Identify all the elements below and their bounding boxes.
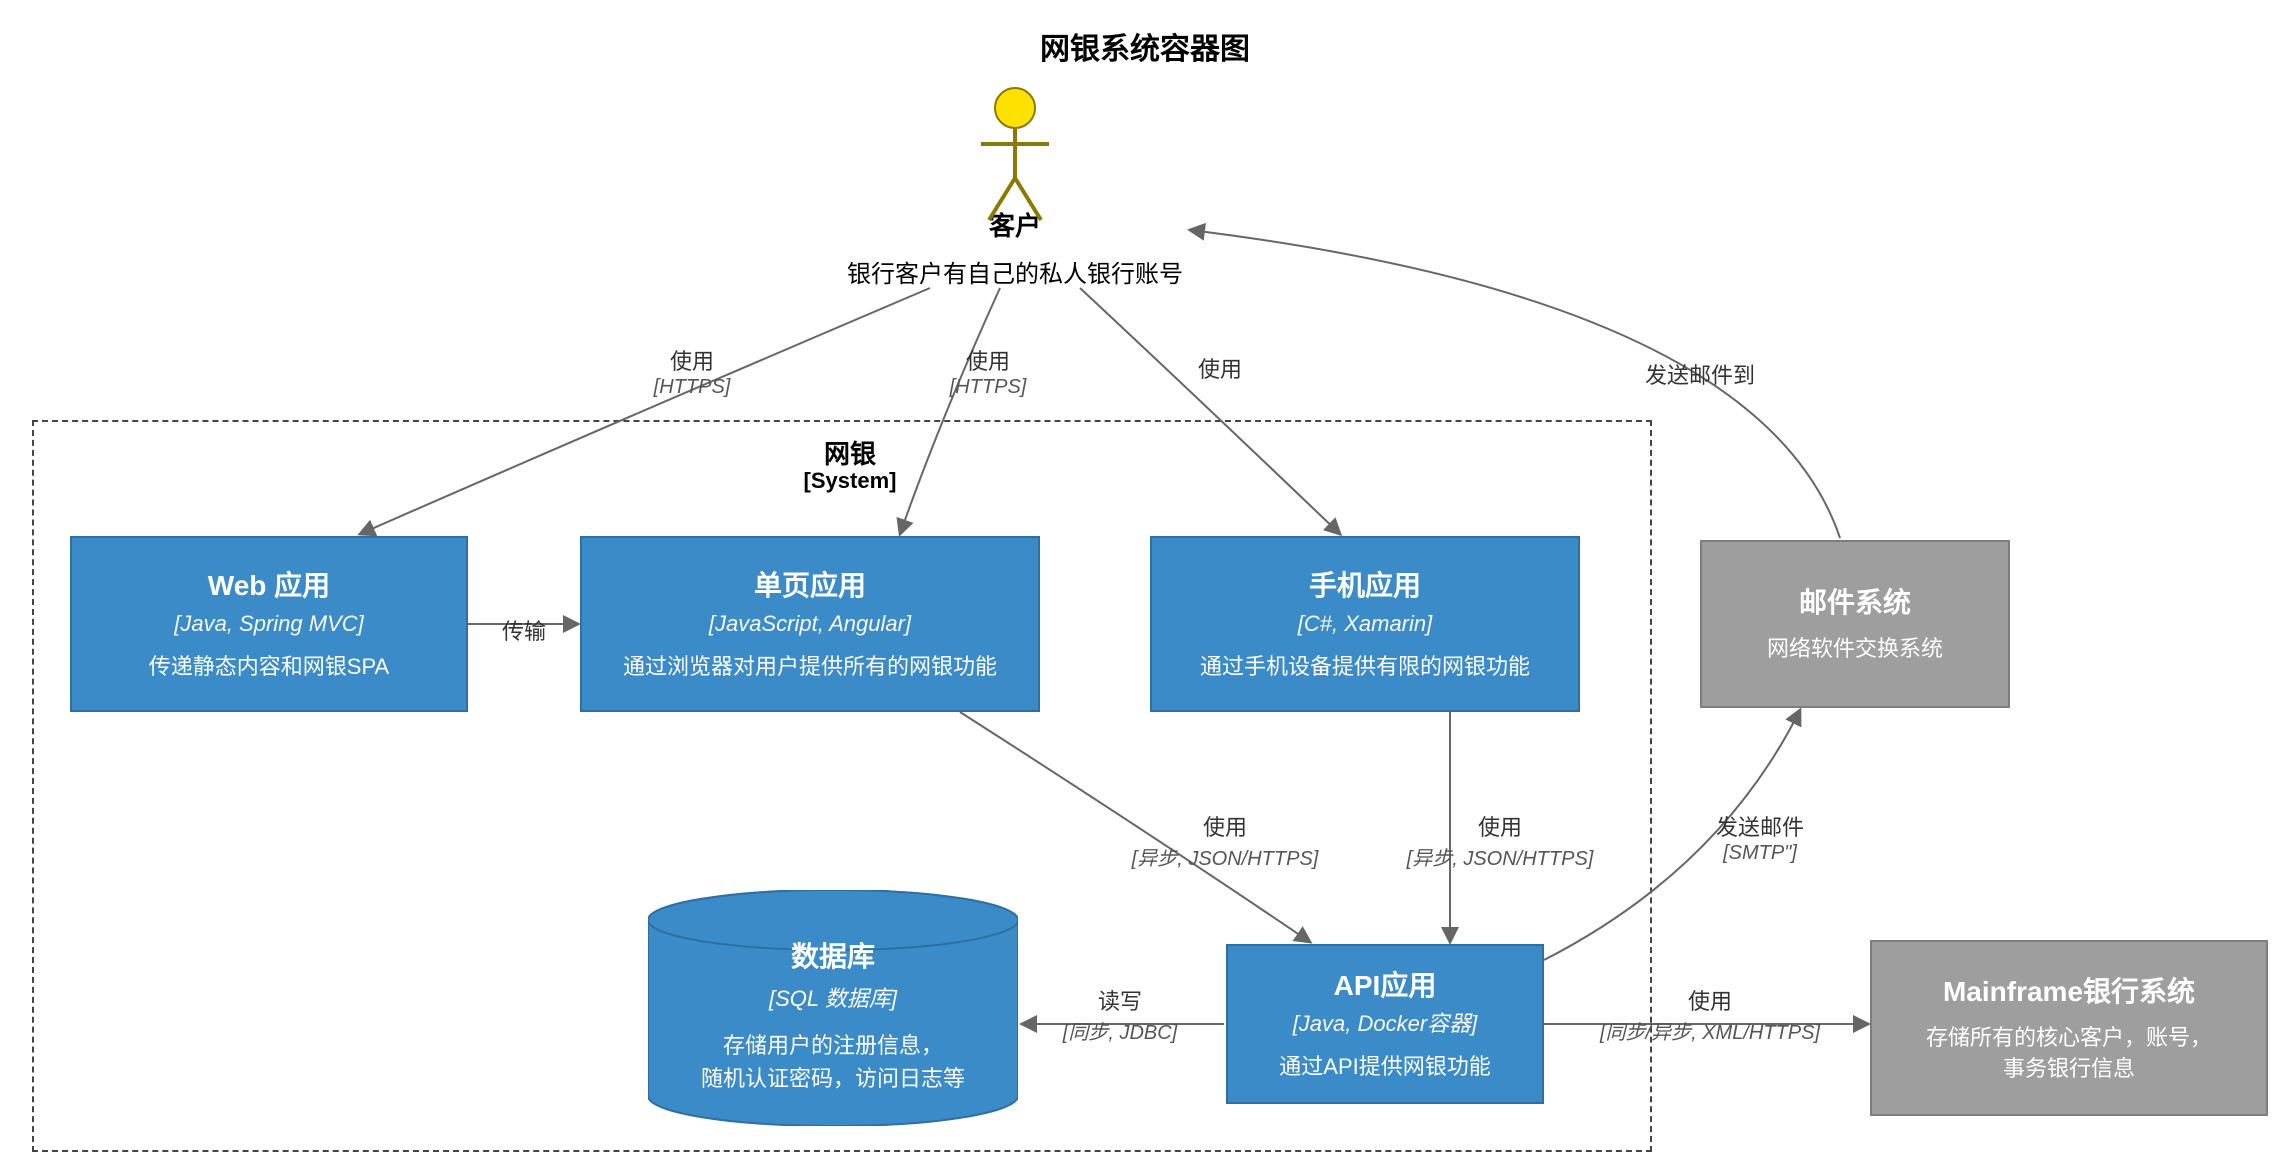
node-db-title: 数据库 xyxy=(791,936,875,978)
edge-label-web-spa: 传输 xyxy=(502,614,546,646)
node-web: Web 应用 [Java, Spring MVC] 传递静态内容和网银SPA xyxy=(70,536,468,712)
node-mail-title: 邮件系统 xyxy=(1716,583,1994,622)
node-mail-desc: 网络软件交换系统 xyxy=(1716,634,1994,665)
node-api-tech: [Java, Docker容器] xyxy=(1242,1009,1528,1040)
node-mobile-title: 手机应用 xyxy=(1166,566,1564,605)
node-web-title: Web 应用 xyxy=(86,566,452,605)
node-mail: 邮件系统网络软件交换系统 xyxy=(1700,540,2010,708)
node-web-tech: [Java, Spring MVC] xyxy=(86,609,452,640)
edge-label-cust-mobile: 使用 xyxy=(1198,352,1242,384)
node-spa-desc: 通过浏览器对用户提供所有的网银功能 xyxy=(596,652,1024,683)
system-boundary-sublabel: [System] xyxy=(804,468,897,494)
edge-label-mail-cust: 发送邮件到 xyxy=(1645,358,1755,390)
edge-label-cust-web: 使用[HTTPS] xyxy=(654,344,731,399)
edge-label-spa-api: 使用[异步, JSON/HTTPS] xyxy=(1132,810,1319,871)
edge-label-api-mainframe: 使用[同步/异步, XML/HTTPS] xyxy=(1600,984,1820,1045)
node-spa-tech: [JavaScript, Angular] xyxy=(596,609,1024,640)
system-boundary-label: 网银 xyxy=(824,434,876,471)
node-api-title: API应用 xyxy=(1242,966,1528,1005)
edge-label-cust-spa: 使用[HTTPS] xyxy=(950,344,1027,399)
node-db-tech: [SQL 数据库] xyxy=(769,982,897,1015)
actor-label: 客户 xyxy=(989,206,1041,243)
node-db-desc: 存储用户的注册信息， 随机认证密码，访问日志等 xyxy=(701,1029,965,1095)
node-mainframe-title: Mainframe银行系统 xyxy=(1886,972,2252,1011)
node-web-desc: 传递静态内容和网银SPA xyxy=(86,652,452,683)
node-mobile-desc: 通过手机设备提供有限的网银功能 xyxy=(1166,652,1564,683)
edge-label-api-mail: 发送邮件[SMTP"] xyxy=(1716,810,1804,865)
actor-description: 银行客户有自己的私人银行账号 xyxy=(847,254,1183,289)
node-db: 数据库 [SQL 数据库] 存储用户的注册信息， 随机认证密码，访问日志等 xyxy=(648,890,1018,1126)
node-api: API应用 [Java, Docker容器] 通过API提供网银功能 xyxy=(1226,944,1544,1104)
node-spa-title: 单页应用 xyxy=(596,566,1024,605)
node-api-desc: 通过API提供网银功能 xyxy=(1242,1052,1528,1083)
diagram-canvas: 网银系统容器图 客户 银行客户有自己的私人银行账号 网银 [System] We… xyxy=(0,0,2290,1176)
edge-label-api-db: 读写[同步, JDBC] xyxy=(1063,984,1177,1045)
diagram-title: 网银系统容器图 xyxy=(0,24,2290,68)
node-spa: 单页应用 [JavaScript, Angular] 通过浏览器对用户提供所有的网银… xyxy=(580,536,1040,712)
node-mobile: 手机应用 [C#, Xamarin] 通过手机设备提供有限的网银功能 xyxy=(1150,536,1580,712)
node-mainframe: Mainframe银行系统存储所有的核心客户，账号， 事务银行信息 xyxy=(1870,940,2268,1116)
node-mainframe-desc: 存储所有的核心客户，账号， 事务银行信息 xyxy=(1886,1023,2252,1085)
edge-label-mobile-api: 使用[异步, JSON/HTTPS] xyxy=(1407,810,1594,871)
node-mobile-tech: [C#, Xamarin] xyxy=(1166,609,1564,640)
